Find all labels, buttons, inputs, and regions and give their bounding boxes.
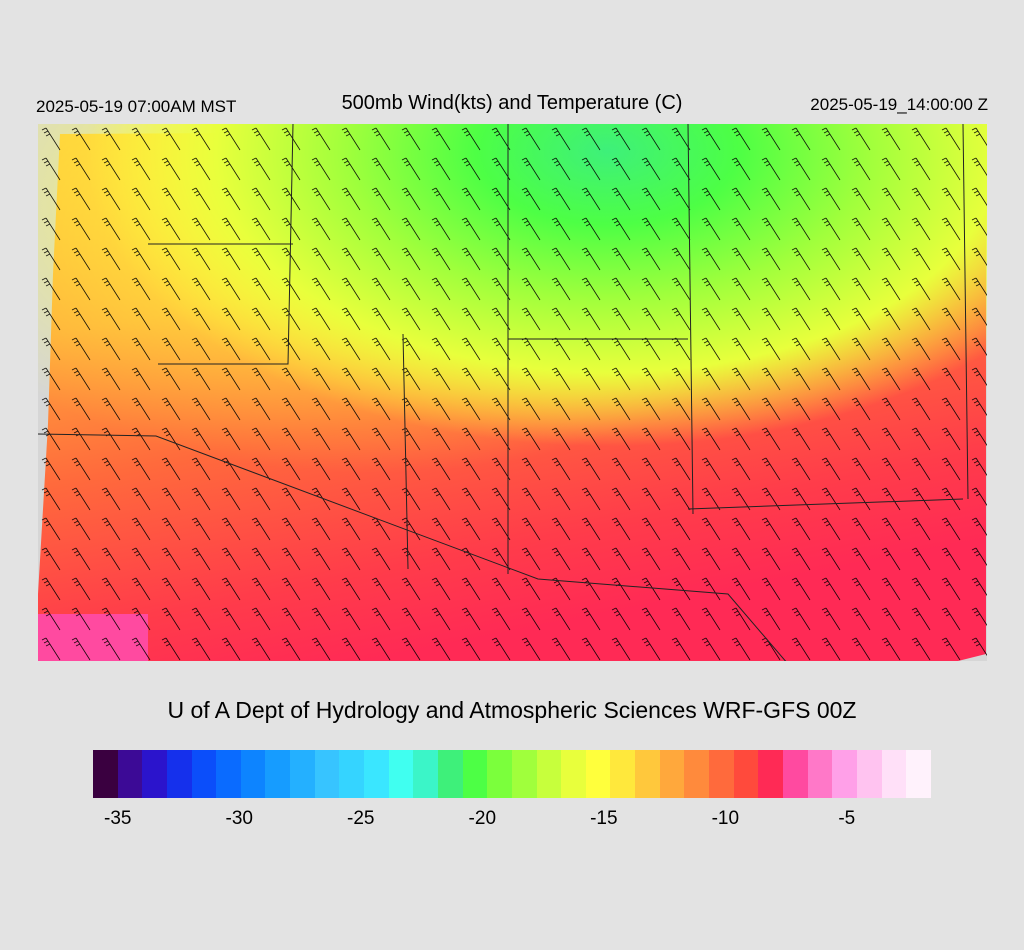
local-time-label: 2025-05-19 07:00AM MST — [36, 97, 237, 116]
colorbar-tick-label: -5 — [838, 808, 856, 829]
colorbar-swatch — [339, 750, 365, 798]
colorbar-swatch — [856, 750, 882, 798]
colorbar-swatch — [388, 750, 414, 798]
colorbar-tick-label: -20 — [468, 808, 497, 829]
temperature-wind-map — [38, 124, 987, 661]
colorbar-swatch — [511, 750, 537, 798]
colorbar-tick-label: -35 — [104, 808, 132, 829]
colorbar-swatch — [290, 750, 315, 798]
colorbar-swatch — [610, 750, 636, 798]
colorbar-swatch — [536, 750, 562, 798]
colorbar-swatch — [93, 750, 118, 798]
colorbar-swatch — [487, 750, 512, 798]
colorbar-swatch — [832, 750, 857, 798]
colorbar-swatch — [881, 750, 907, 798]
valid-time-label: 2025-05-19_14:00:00 Z — [810, 95, 988, 114]
colorbar-labels: -35 -30 -25 -20 -15 -10 -5 — [0, 808, 1024, 838]
colorbar-swatch — [240, 750, 266, 798]
colorbar-swatch — [364, 750, 389, 798]
colorbar-swatch — [585, 750, 611, 798]
colorbar-swatch — [191, 750, 217, 798]
colorbar-tick-label: -25 — [347, 808, 375, 829]
colorbar-swatch — [265, 750, 291, 798]
map-title: 500mb Wind(kts) and Temperature (C) — [341, 92, 683, 114]
colorbar-swatch — [684, 750, 710, 798]
colorbar-swatch — [216, 750, 241, 798]
colorbar-swatch — [709, 750, 734, 798]
credit-line: U of A Dept of Hydrology and Atmospheric… — [167, 697, 857, 723]
colorbar-swatch — [758, 750, 783, 798]
colorbar-tick-label: -10 — [711, 808, 740, 829]
colorbar-swatch — [782, 750, 808, 798]
colorbar-swatch — [906, 750, 931, 798]
colorbar-tick-label: -15 — [590, 808, 618, 829]
colorbar-swatch — [166, 750, 192, 798]
colorbar-swatch — [413, 750, 438, 798]
colorbar-swatch — [314, 750, 340, 798]
colorbar-swatch — [142, 750, 167, 798]
colorbar-swatch — [117, 750, 143, 798]
colorbar-swatch — [659, 750, 685, 798]
colorbar-swatch — [561, 750, 586, 798]
colorbar-swatch — [733, 750, 759, 798]
colorbar-swatch — [462, 750, 488, 798]
colorbar-swatch — [437, 750, 463, 798]
temperature-colorbar — [93, 750, 931, 798]
colorbar-swatch — [635, 750, 660, 798]
colorbar-tick-label: -30 — [225, 808, 253, 829]
colorbar-swatch — [807, 750, 833, 798]
